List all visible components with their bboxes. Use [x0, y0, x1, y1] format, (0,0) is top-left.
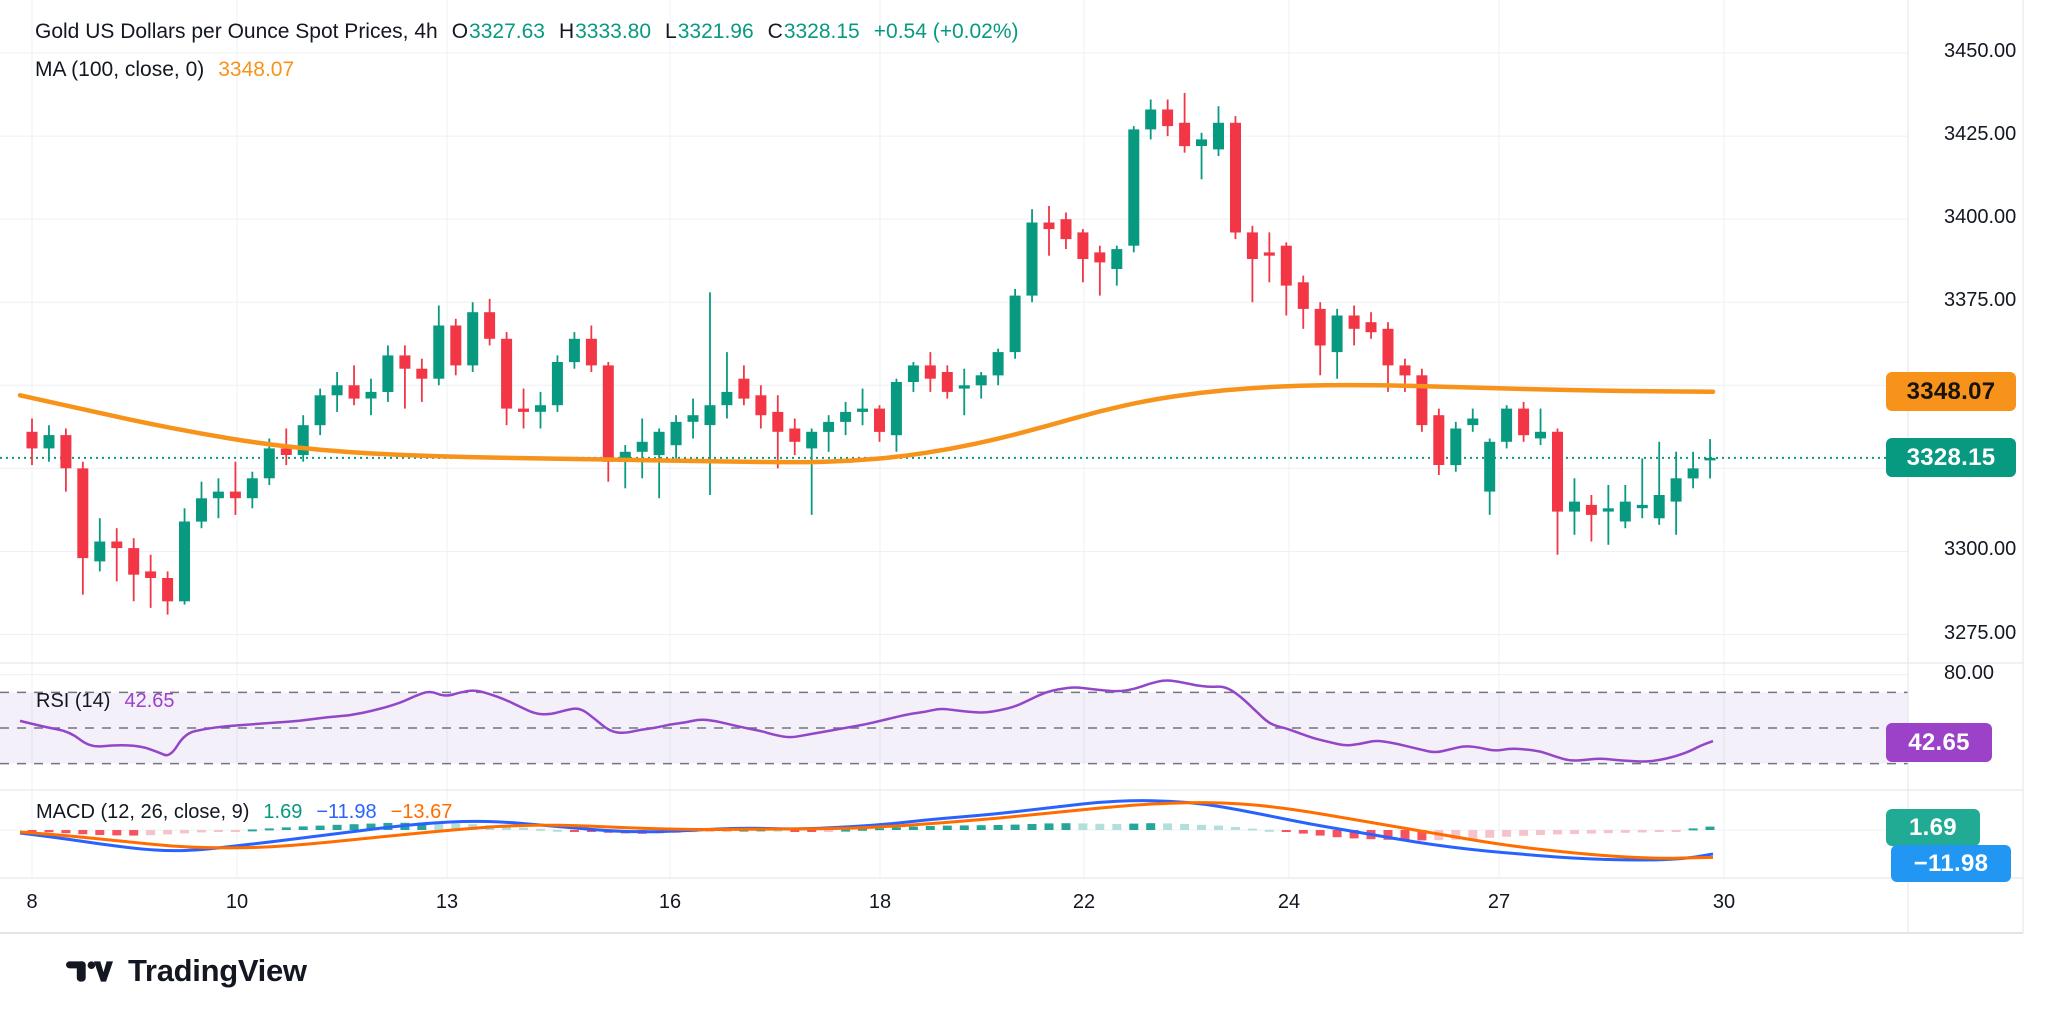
rsi-value: 42.65	[124, 690, 175, 712]
rsi-legend[interactable]: RSI (14) 42.65	[36, 690, 175, 713]
macd-hist-badge: 1.69	[1886, 809, 1980, 846]
macd-legend[interactable]: MACD (12, 26, close, 9) 1.69 −11.98 −13.…	[36, 801, 452, 824]
tradingview-logo[interactable]: TradingView	[66, 953, 307, 989]
time-label: 27	[1487, 891, 1511, 913]
ma-label: MA (100, close, 0)	[35, 58, 205, 81]
price-tick-label: 3300.00	[1944, 538, 2017, 561]
price-change: +0.54 (+0.02%)	[873, 20, 1019, 43]
ma-legend[interactable]: MA (100, close, 0) 3348.07	[35, 58, 294, 82]
main-pane	[0, 92, 1908, 615]
pane-separators	[0, 0, 2024, 934]
price-tick-label: 3275.00	[1944, 621, 2017, 644]
rsi-tick-label: 80.00	[1944, 661, 1995, 684]
price-tick-label: 3425.00	[1944, 123, 2017, 146]
ohlc-open: O 3327.63	[451, 20, 545, 43]
time-label: 16	[658, 891, 682, 913]
macd-pane	[19, 799, 1715, 862]
time-label: 8	[26, 891, 38, 913]
rsi-pane	[0, 679, 1908, 765]
time-label: 13	[435, 891, 459, 913]
last-price-badge: 3328.15	[1886, 438, 2016, 477]
ohlc-high: H 3333.80	[558, 20, 652, 43]
tradingview-logo-text: TradingView	[128, 953, 307, 988]
price-axis[interactable]: 3450.00 3425.00 3400.00 3375.00 3300.00 3275.…	[1908, 0, 2048, 933]
tradingview-logo-icon	[66, 960, 113, 982]
ma-value: 3348.07	[218, 58, 295, 81]
time-label: 24	[1277, 891, 1301, 913]
ma-price-badge: 3348.07	[1886, 372, 2016, 411]
macd-signal-value: −13.67	[390, 801, 453, 823]
macd-label: MACD (12, 26, close, 9)	[36, 801, 250, 823]
price-tick-label: 3450.00	[1944, 40, 2017, 62]
macd-line-value: −11.98	[316, 801, 377, 823]
macd-line-badge: −11.98	[1891, 845, 2011, 882]
time-label: 10	[225, 891, 249, 913]
ohlc-close: C 3328.15	[767, 20, 860, 43]
price-tick-label: 3400.00	[1944, 206, 2017, 229]
symbol-title: Gold US Dollars per Ounce Spot Prices, 4…	[35, 20, 438, 43]
rsi-value-badge: 42.65	[1886, 723, 1992, 762]
symbol-legend[interactable]: Gold US Dollars per Ounce Spot Prices, 4…	[35, 20, 1019, 44]
macd-hist-value: 1.69	[263, 801, 303, 823]
ohlc-low: L 3321.96	[665, 20, 754, 43]
time-label: 18	[868, 891, 892, 913]
grid	[0, 0, 1908, 878]
rsi-label: RSI (14)	[36, 690, 111, 712]
time-axis[interactable]: 8 10 13 16 18 22 24 27 30	[0, 878, 2048, 933]
time-label: 22	[1072, 891, 1096, 913]
time-label: 30	[1712, 891, 1736, 913]
price-tick-label: 3375.00	[1944, 289, 2017, 312]
